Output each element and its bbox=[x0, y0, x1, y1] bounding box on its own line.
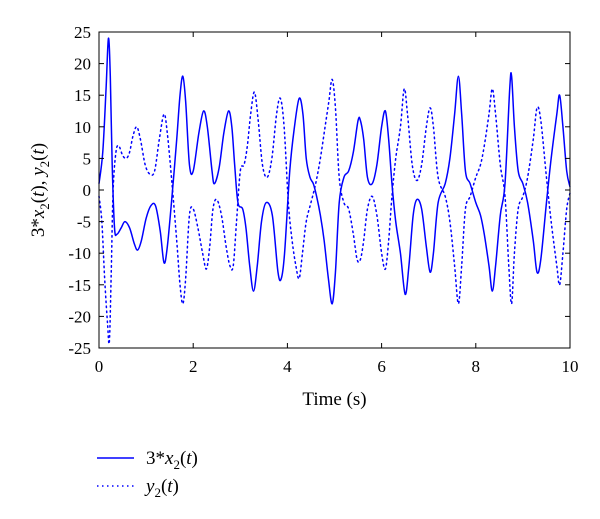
x-axis-label: Time (s) bbox=[302, 389, 366, 410]
x-tick-label: 0 bbox=[95, 357, 104, 376]
legend-label-x2: 3*x2(t) bbox=[146, 448, 198, 472]
x-tick-label: 6 bbox=[377, 357, 386, 376]
y-tick-label: -15 bbox=[68, 276, 91, 295]
plot-area bbox=[99, 32, 570, 348]
y-tick-label: 0 bbox=[83, 181, 92, 200]
series-layer bbox=[98, 37, 571, 345]
y-tick-label: -10 bbox=[68, 244, 91, 263]
y-tick-label: 5 bbox=[83, 149, 92, 168]
x-tick-label: 8 bbox=[472, 357, 481, 376]
y-tick-label: -20 bbox=[68, 307, 91, 326]
y-tick-label: -25 bbox=[68, 339, 91, 358]
y-axis-label: 3*x2(t), y2(t) bbox=[28, 143, 52, 237]
legend: 3*x2(t) y2(t) bbox=[97, 448, 198, 500]
legend-label-y2: y2(t) bbox=[144, 476, 179, 500]
y-tick-label: -5 bbox=[77, 213, 91, 232]
legend-item-y2: y2(t) bbox=[97, 476, 179, 500]
x-tick-label: 4 bbox=[283, 357, 292, 376]
x-tick-label: 2 bbox=[189, 357, 198, 376]
axes-frame bbox=[98, 31, 571, 349]
y-tick-label: 15 bbox=[74, 86, 91, 105]
series-line-3x2 bbox=[98, 37, 571, 305]
y-tick-label: 10 bbox=[74, 118, 91, 137]
y-tick-label: 25 bbox=[74, 23, 91, 42]
legend-item-x2: 3*x2(t) bbox=[97, 448, 198, 472]
svg-text:3*x2(t), y2(t): 3*x2(t), y2(t) bbox=[28, 143, 52, 237]
x-tick-label: 10 bbox=[562, 357, 579, 376]
series-line-y2 bbox=[98, 78, 571, 345]
ticks-layer: 0 2 4 6 8 10 25 20 15 10 5 0 -5 -10 -15 -20 -25 bbox=[68, 23, 578, 376]
y-tick-label: 20 bbox=[74, 55, 91, 74]
